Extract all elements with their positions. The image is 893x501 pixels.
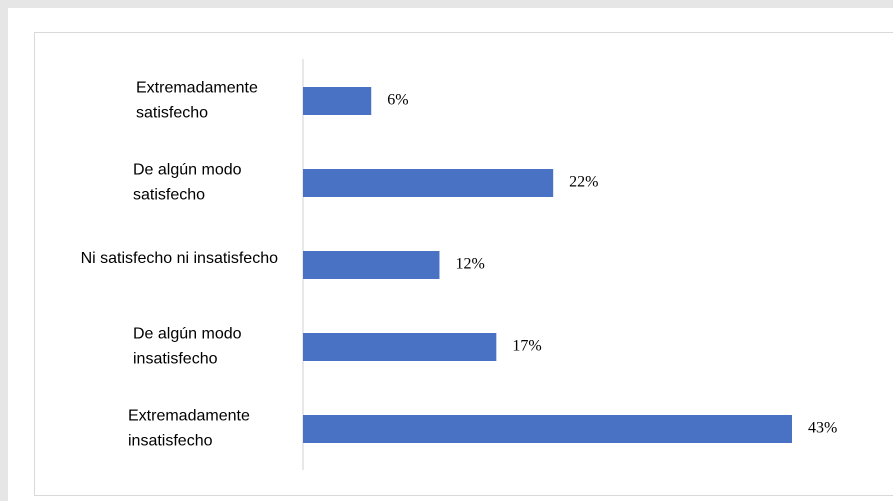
bar-5	[303, 415, 792, 443]
category-label-line: satisfecho	[133, 187, 205, 204]
value-label-5: 43%	[808, 420, 837, 437]
category-label-5: Extremadamente insatisfecho	[128, 408, 250, 450]
value-label-1: 6%	[387, 92, 408, 109]
bars	[303, 87, 792, 443]
category-label-line: De algún modo	[133, 162, 242, 179]
value-label-2: 22%	[569, 174, 598, 191]
bar-chart: Extremadamente satisfecho De algún modo sat…	[81, 59, 837, 470]
category-label-2: De algún modo satisfecho	[133, 162, 242, 204]
category-label-line: insatisfecho	[128, 433, 213, 450]
bar-1	[303, 87, 372, 115]
category-label-line: De algún modo	[133, 326, 242, 343]
category-label-4: De algún modo insatisfecho	[133, 326, 242, 368]
bar-3	[303, 251, 440, 279]
chart-plot-area: Extremadamente satisfecho De algún modo sat…	[34, 32, 893, 496]
value-label-3: 12%	[455, 256, 484, 273]
bar-4	[303, 333, 497, 361]
value-label-4: 17%	[512, 338, 541, 355]
value-labels: 6% 22% 12% 17% 43%	[387, 92, 837, 437]
category-label-line: Extremadamente	[136, 80, 258, 97]
category-labels: Extremadamente satisfecho De algún modo sat…	[81, 80, 279, 450]
chart-frame: Extremadamente satisfecho De algún modo sat…	[8, 8, 893, 501]
category-label-3: Ni satisfecho ni insatisfecho	[81, 250, 279, 267]
category-label-line: Extremadamente	[128, 408, 250, 425]
category-label-1: Extremadamente satisfecho	[136, 80, 258, 122]
category-label-line: satisfecho	[136, 105, 208, 122]
category-label-line: insatisfecho	[133, 351, 218, 368]
bar-2	[303, 169, 554, 197]
